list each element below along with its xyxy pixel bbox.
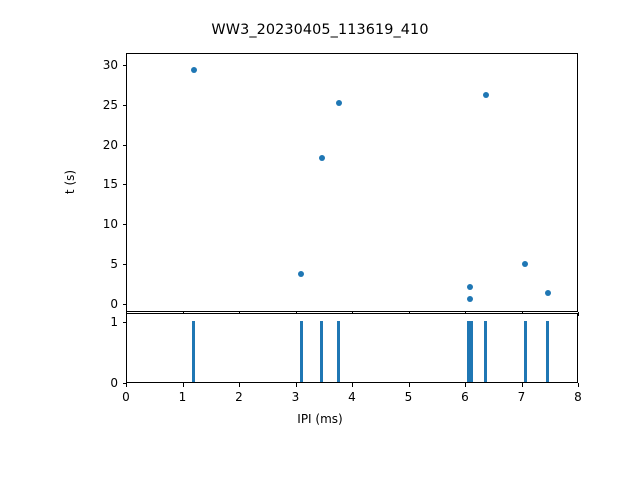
scatter-point (544, 290, 551, 297)
x-axis-label-bottom: IPI (ms) (297, 412, 343, 426)
x-tick-mark (465, 383, 466, 387)
scatter-plot-area (127, 54, 577, 311)
y-tick-label: 15 (102, 177, 118, 192)
x-tick-label: 6 (461, 390, 469, 404)
scatter-point (466, 284, 473, 291)
y-axis-label-top: t (s) (63, 169, 77, 195)
raster-bar (320, 321, 324, 382)
scatter-point (335, 99, 342, 106)
y-tick-label: 0 (110, 297, 118, 312)
x-tick-mark (182, 383, 184, 387)
x-tick-mark (408, 383, 410, 387)
y-tick-mark (122, 322, 126, 324)
y-tick-label: 1 (110, 315, 118, 330)
scatter-point (482, 92, 489, 99)
y-tick-mark (122, 304, 126, 306)
scatter-point (298, 271, 305, 278)
raster-bar (191, 321, 195, 382)
x-tick-mark (295, 383, 297, 387)
y-tick-mark (122, 64, 126, 66)
x-tick-mark (239, 383, 240, 387)
raster-bar (337, 321, 341, 382)
figure-title: WW3_20230405_113619_410 (211, 22, 429, 38)
raster-bar (523, 321, 527, 382)
x-tick-label: 1 (178, 390, 187, 404)
y-tick-mark (122, 224, 126, 226)
raster-bar (299, 321, 303, 382)
raster-bar (546, 321, 550, 382)
x-tick-label: 0 (122, 390, 130, 404)
scatter-point (522, 261, 529, 268)
raster-bar (484, 321, 488, 382)
scatter-point (466, 295, 473, 302)
x-tick-label: 8 (574, 390, 582, 404)
scatter-axes (126, 53, 578, 312)
y-tick-mark (122, 383, 126, 384)
raster-axes (126, 313, 578, 383)
y-tick-label: 10 (102, 217, 118, 232)
raster-bar (467, 321, 471, 382)
raster-plot-area (127, 314, 577, 382)
y-tick-mark (122, 144, 126, 146)
x-tick-mark (352, 383, 353, 387)
x-tick-label: 4 (348, 390, 356, 404)
y-tick-label: 0 (110, 376, 118, 390)
x-tick-label: 7 (517, 390, 526, 404)
scatter-point (190, 66, 197, 73)
y-tick-mark (122, 264, 126, 266)
x-tick-label: 5 (404, 390, 413, 404)
x-tick-mark (578, 383, 579, 387)
x-tick-mark (578, 312, 579, 316)
x-tick-label: 3 (291, 390, 300, 404)
x-tick-label: 2 (235, 390, 243, 404)
y-tick-label: 25 (102, 97, 118, 112)
y-tick-label: 5 (110, 257, 118, 272)
y-tick-label: 30 (102, 57, 118, 72)
x-tick-mark (126, 383, 127, 387)
raster-bar (470, 321, 474, 382)
y-tick-mark (122, 184, 126, 186)
scatter-point (318, 154, 325, 161)
y-tick-label: 20 (102, 137, 118, 152)
x-tick-mark (521, 383, 523, 387)
y-tick-mark (122, 104, 126, 106)
